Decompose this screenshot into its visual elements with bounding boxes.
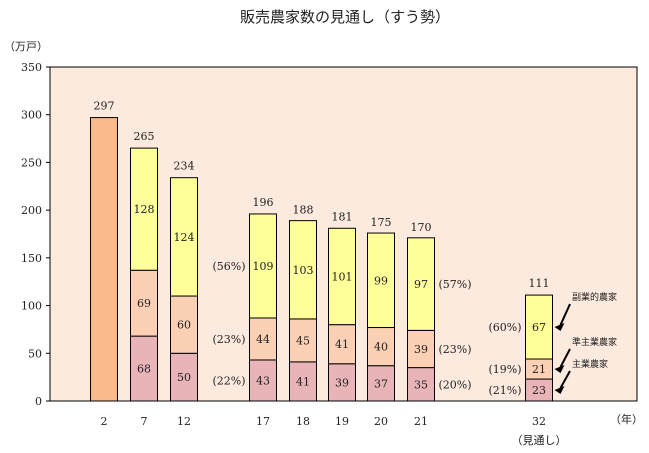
share-annotation: (22%) [212, 374, 245, 387]
bar-segment-label: 40 [374, 341, 388, 354]
bar-segment-21-2 [407, 237, 435, 331]
bar-segment-18-2 [289, 220, 317, 320]
bar-total-label: 111 [529, 277, 550, 290]
bar-total-label: 175 [371, 216, 392, 229]
bar-total-label: 196 [253, 196, 274, 209]
share-annotation: (23%) [212, 333, 245, 346]
bar-segment-label: 99 [374, 274, 388, 287]
bar-segment-19-2 [328, 227, 356, 326]
bar-segment-21-0 [407, 367, 435, 402]
bar-segment-label: 39 [414, 343, 428, 356]
bar-segment-label: 37 [374, 377, 388, 390]
bar-segment-20-0 [367, 365, 395, 402]
bar-segment-label: 41 [335, 338, 349, 351]
bar-segment-17-1 [249, 317, 277, 361]
bar-total-label: 188 [293, 204, 314, 217]
x-tick-label: 17 [256, 415, 270, 428]
bar-segment-label: 68 [137, 363, 151, 376]
bar-segment-label: 39 [335, 376, 349, 389]
callout-arrow [559, 303, 571, 326]
share-annotation: (60%) [488, 321, 521, 334]
bar-segment-label: 21 [532, 363, 546, 376]
bar-segment-12-2 [170, 177, 198, 297]
callout-label: 準主業農家 [572, 336, 617, 348]
share-annotation: (19%) [488, 363, 521, 376]
y-tick-label: 350 [21, 61, 42, 74]
bar-segment-7-0 [130, 335, 158, 402]
y-tick-label: 0 [35, 395, 42, 408]
x-tick-sublabel: （見通し） [512, 434, 567, 447]
callout-arrowhead [554, 365, 565, 374]
bar-segment-7-2 [130, 147, 158, 271]
bar-segment-label: 43 [256, 374, 270, 387]
callout-label: 副業的農家 [572, 291, 617, 303]
bar-segment-label: 35 [414, 378, 428, 391]
x-tick-label: 2 [101, 415, 108, 428]
bar-segment-7-1 [130, 269, 158, 337]
y-tick-label: 200 [21, 204, 42, 217]
bar-segment-12-0 [170, 352, 198, 402]
bar-total-label: 181 [332, 210, 353, 223]
bar-segment-label: 128 [134, 203, 155, 216]
bar-segment-label: 97 [414, 278, 428, 291]
bar-total-label: 297 [94, 100, 115, 113]
y-tick-label: 50 [28, 347, 42, 360]
bar-segment-label: 109 [253, 260, 274, 273]
bar-segment-label: 44 [256, 333, 270, 346]
callout-arrow [559, 370, 571, 389]
bar-total-label: 170 [411, 221, 432, 234]
y-tick-label: 100 [21, 300, 42, 313]
bar-segment-label: 101 [332, 270, 353, 283]
bar-segment-label: 23 [532, 384, 546, 397]
x-tick-label: 7 [141, 415, 148, 428]
bar-total-2 [90, 117, 118, 402]
bar-segment-32-2 [525, 294, 553, 360]
share-annotation: (56%) [212, 260, 245, 273]
y-tick-label: 150 [21, 252, 42, 265]
bar-segment-17-0 [249, 359, 277, 402]
share-annotation: (57%) [439, 278, 472, 291]
bar-segment-label: 67 [532, 321, 546, 334]
bar-segment-17-2 [249, 213, 277, 319]
x-tick-label: 20 [374, 415, 388, 428]
share-annotation: (20%) [439, 378, 472, 391]
callout-label: 主業農家 [572, 358, 608, 370]
bar-segment-label: 50 [177, 371, 191, 384]
share-annotation: (21%) [488, 384, 521, 397]
bar-total-label: 265 [134, 130, 155, 143]
x-tick-label: 32 [532, 415, 546, 428]
callout-arrowhead [554, 323, 565, 332]
bar-segment-20-1 [367, 327, 395, 367]
bar-segment-label: 45 [296, 334, 310, 347]
bar-segment-label: 60 [177, 319, 191, 332]
x-tick-label: 18 [296, 415, 310, 428]
bar-segment-21-1 [407, 329, 435, 369]
bar-segment-label: 124 [174, 231, 195, 244]
bar-total-label: 234 [174, 160, 195, 173]
bar-segment-label: 103 [293, 264, 314, 277]
x-tick-label: 19 [335, 415, 349, 428]
bar-segment-18-0 [289, 361, 317, 402]
bar-segment-label: 69 [137, 297, 151, 310]
bar-segment-20-2 [367, 232, 395, 329]
x-axis-unit-label: （年） [610, 412, 643, 426]
y-tick-label: 250 [21, 156, 42, 169]
callout-arrow [559, 348, 571, 368]
bar-segment-18-1 [289, 318, 317, 363]
bar-segment-label: 41 [296, 375, 310, 388]
chart-title: 販売農家数の見通し（すう勢） [240, 8, 450, 26]
share-annotation: (23%) [439, 343, 472, 356]
x-tick-label: 21 [414, 415, 428, 428]
y-tick-label: 300 [21, 109, 42, 122]
callout-arrowhead [554, 386, 565, 395]
x-tick-label: 12 [177, 415, 191, 428]
y-axis-unit-label: （万戸） [4, 40, 48, 53]
